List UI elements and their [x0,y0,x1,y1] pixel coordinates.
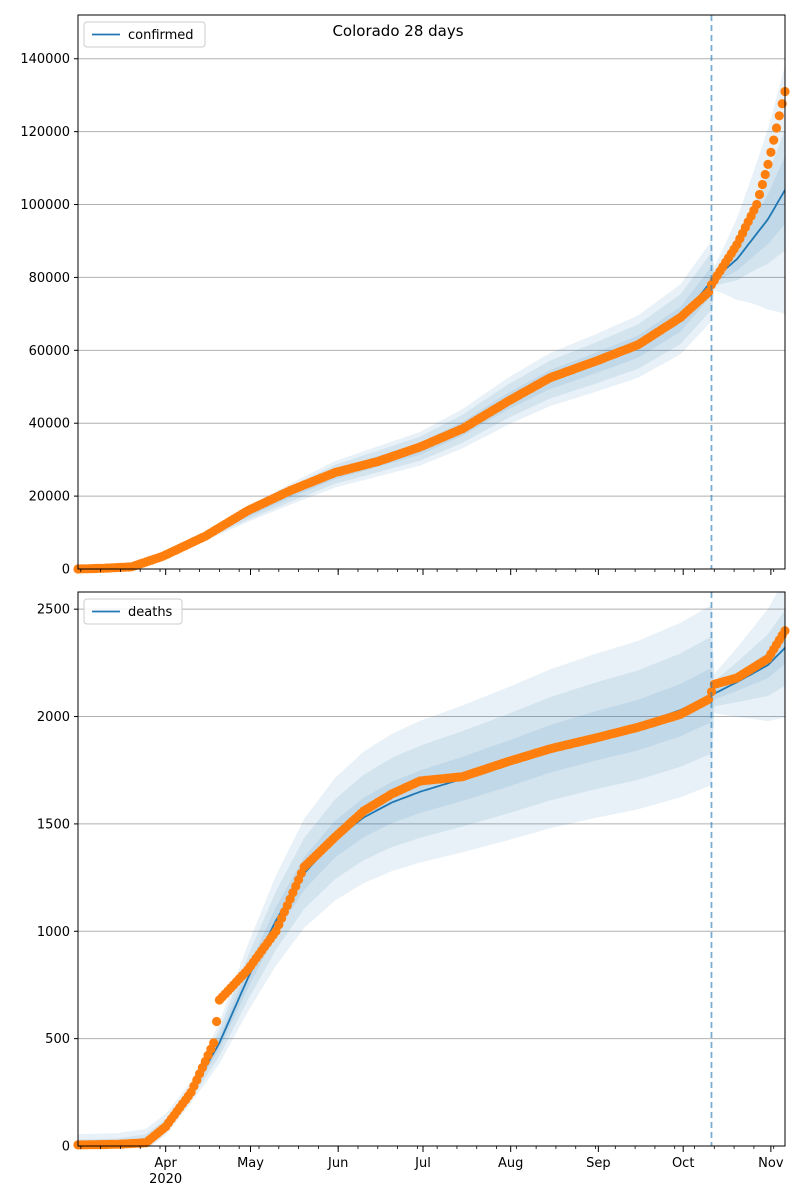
data-point [763,159,773,169]
legend-label: confirmed [128,28,194,43]
data-point [209,1038,219,1048]
y-tick-label: 40000 [29,417,70,432]
model-line [78,189,785,569]
y-tick-label: 80000 [29,271,70,286]
x-tick-label: Nov [758,1156,784,1171]
data-point [754,189,765,200]
legend-label: deaths [128,605,173,620]
legend: confirmed [83,21,206,48]
band-1 [78,631,785,1146]
band-2 [78,610,785,1146]
data-point [706,687,717,697]
band-1 [78,155,785,569]
chart-title: Colorado 28 days [332,22,463,40]
x-year-label: 2020 [149,1172,182,1187]
x-tick-label: Aug [498,1156,523,1171]
y-tick-label: 2500 [37,603,70,618]
y-tick-label: 60000 [29,344,70,359]
legend-box [83,598,183,625]
confidence-bands [78,592,785,1146]
observed-points [73,86,790,574]
data-point [771,123,782,133]
data-point [774,111,784,121]
data-point [757,179,768,190]
data-point [760,169,770,180]
x-tick-label: May [237,1156,264,1171]
axes-frame [77,591,786,1147]
axes-frame [77,14,786,570]
x-tick-label: Sep [586,1156,611,1171]
y-tick-label: 1500 [37,817,70,832]
y-tick-label: 0 [62,1140,70,1155]
y-tick-label: 0 [62,563,70,578]
legend: deaths [83,598,183,625]
y-tick-label: 120000 [20,125,70,140]
legend-box [83,21,206,48]
data-point [769,135,779,145]
data-point [212,1016,222,1027]
confidence-bands [78,65,785,569]
x-tick-label: Jul [414,1156,431,1171]
data-point [766,147,776,157]
y-tick-label: 2000 [37,710,70,725]
x-minor-ticks [80,569,775,572]
confirmed-panel: 0 20000 40000 60000 80000 100000 120000 140000 c… [20,14,790,578]
y-tick-label: 140000 [20,52,70,67]
y-tick-label: 20000 [29,490,70,505]
x-tick-label: Oct [672,1156,694,1171]
y-tick-label: 1000 [37,925,70,940]
x-minor-ticks [80,1146,775,1149]
x-tick-label: Apr [154,1156,177,1171]
y-tick-label: 100000 [20,198,70,213]
x-tick-label: Jun [327,1156,348,1171]
y-tick-label: 500 [45,1032,70,1047]
data-point [752,199,762,210]
band-3 [78,65,785,569]
band-2 [78,129,785,569]
observed-points [73,626,790,1150]
